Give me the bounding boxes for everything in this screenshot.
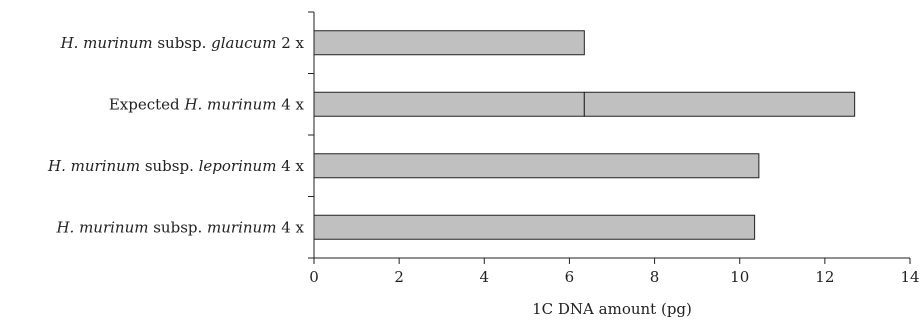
x-tick-label: 0 <box>309 268 319 286</box>
category-label: H. murinum subsp. murinum 4 x <box>55 218 304 236</box>
category-label: H. murinum subsp. glaucum 2 x <box>60 34 305 52</box>
x-axis-label: 1C DNA amount (pg) <box>532 300 692 318</box>
x-tick-label: 12 <box>815 268 834 286</box>
x-tick-label: 14 <box>900 268 919 286</box>
category-labels: H. murinum subsp. glaucum 2 x Expected H.… <box>47 34 305 237</box>
bar-segment-3-1 <box>313 153 760 179</box>
x-ticks: 0 2 4 6 8 10 12 14 <box>309 258 920 286</box>
category-label: Expected H. murinum 4 x <box>109 95 305 113</box>
bars-layer <box>313 30 856 240</box>
y-ticks <box>308 11 314 259</box>
bar-segment-4-1 <box>313 214 756 240</box>
bar-segment-2-2 <box>583 91 856 117</box>
x-tick-label: 2 <box>394 268 404 286</box>
x-tick-label: 10 <box>730 268 749 286</box>
x-tick-label: 4 <box>480 268 490 286</box>
bar-segment-1-1 <box>313 30 585 56</box>
bar-segment-2-1 <box>313 91 585 117</box>
category-label: H. murinum subsp. leporinum 4 x <box>47 157 305 175</box>
x-tick-label: 8 <box>650 268 660 286</box>
x-tick-label: 6 <box>565 268 575 286</box>
